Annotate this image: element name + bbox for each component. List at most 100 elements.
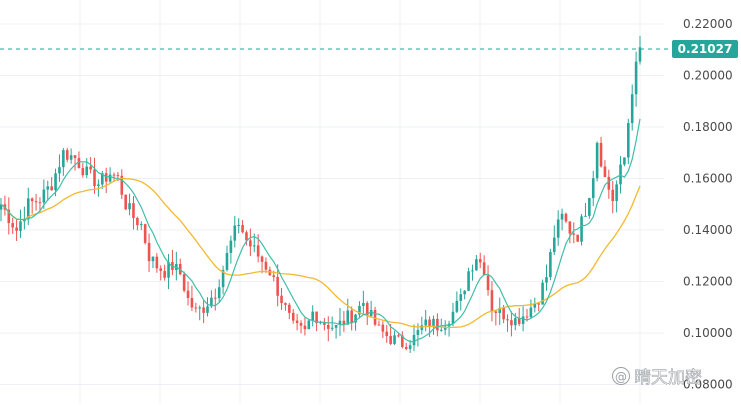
moving-average-slow	[0, 177, 641, 329]
candle-body	[202, 307, 205, 313]
candle-body	[77, 158, 81, 169]
candle-body	[580, 216, 583, 242]
candle-body	[73, 155, 77, 159]
candle-body	[58, 167, 61, 174]
candle-body	[362, 303, 365, 306]
candle-body	[30, 198, 34, 202]
current-price-tag: 0.21027	[672, 40, 738, 59]
candle-body	[147, 242, 151, 262]
candle-body	[603, 166, 607, 177]
candle-body	[619, 164, 622, 185]
candle-body	[381, 324, 385, 332]
candle-body	[210, 297, 213, 307]
candle-body	[85, 166, 89, 176]
candle-body	[182, 274, 186, 291]
candle-body	[311, 311, 315, 321]
y-tick-label: 0.16000	[683, 172, 733, 186]
candle-body	[42, 189, 46, 203]
candle-body	[486, 275, 490, 291]
candle-body	[108, 174, 112, 182]
candle-body	[338, 320, 342, 325]
candle-body	[630, 94, 634, 124]
y-tick-label: 0.22000	[683, 17, 733, 31]
candle-body	[424, 319, 428, 326]
y-tick-label: 0.08000	[683, 378, 733, 392]
candle-body	[112, 174, 116, 176]
candle-body	[104, 173, 108, 182]
candle-body	[69, 155, 73, 160]
candle-body	[276, 276, 279, 296]
candle-body	[350, 310, 353, 323]
candle-body	[533, 303, 537, 308]
candle-body	[385, 331, 389, 337]
candle-body	[334, 324, 338, 328]
candle-body	[638, 47, 642, 62]
candle-body	[369, 309, 373, 317]
candles	[0, 35, 642, 353]
candle-body	[206, 306, 209, 313]
watermark: @ 晴天加密	[612, 367, 702, 388]
candle-body	[326, 324, 330, 329]
candle-body	[467, 271, 470, 291]
candle-body	[514, 318, 517, 326]
candle-body	[564, 213, 568, 222]
watermark-at-icon	[612, 367, 630, 385]
candle-body	[241, 224, 244, 233]
candle-body	[307, 320, 311, 330]
candle-body	[256, 245, 260, 257]
candle-body	[595, 142, 599, 179]
candle-body	[412, 334, 416, 346]
candle-body	[510, 320, 513, 326]
candle-body	[615, 184, 618, 201]
candle-body	[260, 256, 264, 262]
candle-body	[408, 345, 412, 349]
candle-body	[494, 311, 498, 313]
candle-body	[221, 269, 225, 288]
candle-body	[607, 176, 611, 190]
candle-body	[264, 261, 268, 270]
candle-body	[245, 232, 248, 241]
candle-body	[576, 234, 579, 242]
watermark-text: 晴天加密	[634, 368, 702, 388]
price-axis: 0.08000 0.10000 0.12000 0.14000 0.16000 0.180…	[683, 17, 733, 392]
candle-body	[291, 312, 295, 321]
candle-body	[439, 329, 443, 331]
y-tick-label: 0.18000	[683, 120, 733, 134]
candle-body	[529, 307, 533, 318]
candle-body	[623, 157, 626, 165]
candle-body	[365, 303, 369, 317]
candle-body	[389, 336, 392, 344]
candle-body	[482, 262, 486, 276]
candle-body	[490, 290, 494, 312]
candle-body	[0, 204, 3, 210]
candle-body	[560, 213, 564, 220]
candle-body	[506, 319, 509, 321]
candle-body	[23, 219, 26, 222]
candle-body	[116, 175, 120, 177]
candle-body	[139, 224, 143, 226]
candle-body	[217, 287, 221, 299]
candle-body	[26, 198, 30, 220]
candle-body	[124, 194, 127, 210]
candle-body	[213, 297, 217, 299]
candle-body	[420, 325, 424, 330]
candle-body	[280, 295, 283, 304]
candle-body	[599, 142, 603, 167]
candle-body	[455, 300, 459, 312]
candle-body	[268, 269, 272, 276]
candle-body	[556, 219, 560, 238]
candle-body	[54, 173, 57, 191]
candle-body	[393, 335, 396, 344]
candle-body	[252, 245, 256, 247]
candle-body	[521, 316, 525, 324]
candle-body	[549, 252, 552, 278]
candle-body	[330, 327, 334, 329]
candle-body	[588, 198, 591, 216]
candle-body	[167, 262, 170, 278]
candle-body	[136, 217, 139, 226]
candle-body	[62, 150, 65, 168]
candle-body	[591, 178, 595, 199]
candle-body	[101, 173, 104, 185]
candle-body	[525, 316, 529, 318]
